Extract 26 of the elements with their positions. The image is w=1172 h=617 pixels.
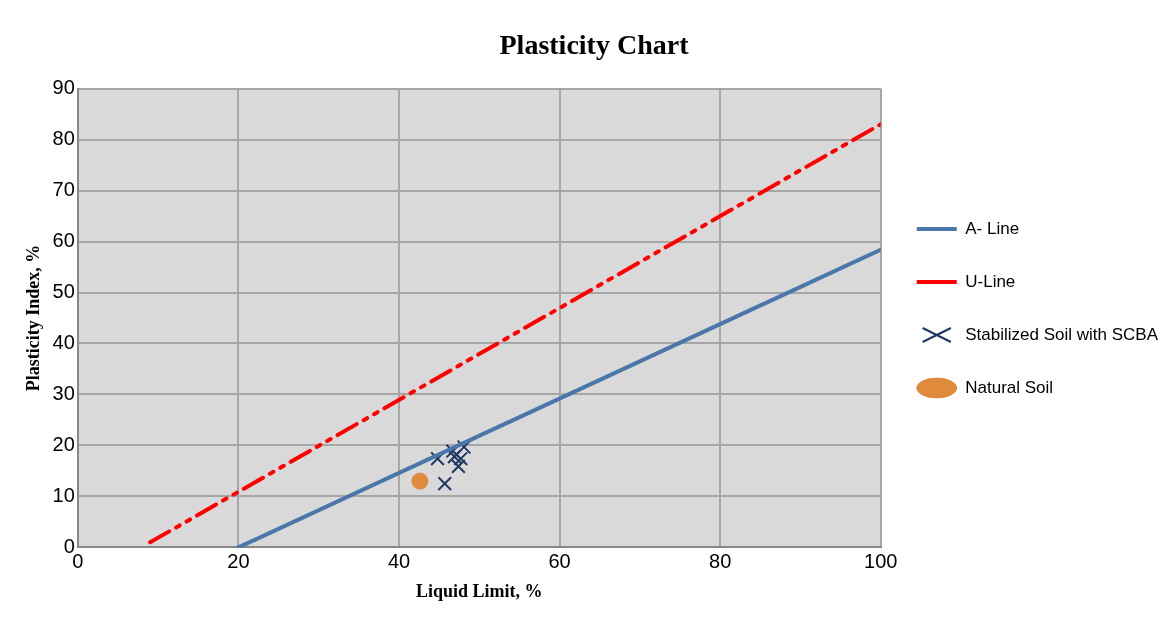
y-tick-label: 50 xyxy=(52,280,75,303)
y-tick-label: 60 xyxy=(52,229,75,252)
point xyxy=(451,458,466,474)
x-axis-title: Liquid Limit, % xyxy=(416,580,543,601)
y-tick-label: 30 xyxy=(52,381,75,404)
y-tick-label: 20 xyxy=(52,432,75,455)
legend-label: Natural Soil xyxy=(965,377,1054,397)
y-tick-label: 80 xyxy=(52,127,75,150)
legend-label: A- Line xyxy=(965,218,1020,238)
point xyxy=(437,476,453,492)
point xyxy=(430,451,445,467)
legend-label: U-Line xyxy=(965,271,1016,291)
x-tick-label: 40 xyxy=(387,549,411,572)
y-tick-label: 70 xyxy=(52,178,75,201)
y-tick-label: 10 xyxy=(52,483,75,506)
x-tick-label: 100 xyxy=(864,549,898,572)
point xyxy=(447,449,462,465)
x-tick-label: 80 xyxy=(709,549,732,572)
chart-title: Plasticity Chart xyxy=(499,29,690,61)
x-tick-label: 20 xyxy=(227,549,250,572)
y-tick-label: 90 xyxy=(52,76,75,99)
x-tick-label: 60 xyxy=(548,549,571,572)
y-axis-title: Plasticity Index, % xyxy=(23,244,44,392)
point xyxy=(411,472,429,490)
legend-label: Stabilized Soil with SCBA xyxy=(965,324,1159,344)
y-tick-label: 40 xyxy=(52,331,75,353)
